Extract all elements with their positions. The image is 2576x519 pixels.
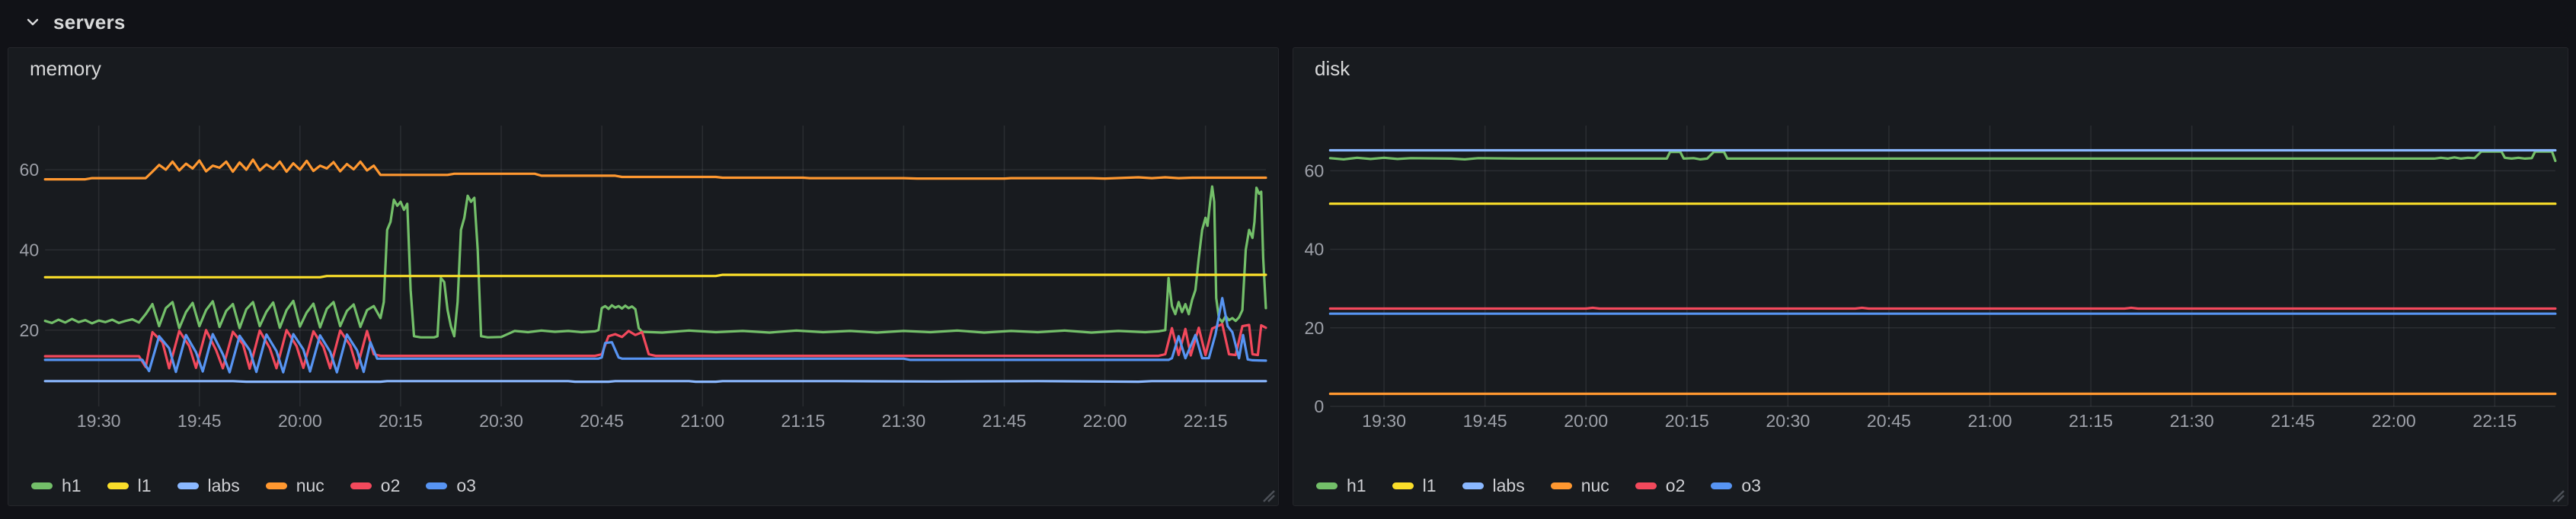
legend-item-o2[interactable]: o2 — [1635, 476, 1686, 496]
panel-disk: disk 19:30 19:45 20:00 20:15 20:30 20:45 21:00… — [1293, 47, 2568, 506]
svg-text:20:00: 20:00 — [1564, 411, 1608, 431]
legend-label: o3 — [1741, 476, 1761, 495]
svg-text:20: 20 — [1305, 318, 1325, 338]
legend-item-l1[interactable]: l1 — [1392, 476, 1437, 496]
svg-text:20:15: 20:15 — [379, 411, 423, 431]
svg-text:40: 40 — [19, 240, 39, 260]
legend-swatch-l1 — [1392, 482, 1414, 489]
disk-legend: h1 l1 labs nuc o2 o3 — [1316, 476, 1761, 496]
svg-text:22:00: 22:00 — [2372, 411, 2416, 431]
legend-swatch-o3 — [1711, 482, 1733, 489]
chevron-down-icon[interactable] — [23, 12, 43, 32]
panel-memory: memory 19:30 19:45 20:00 20:15 20:30 20:45 21:… — [8, 47, 1279, 506]
legend-item-labs[interactable]: labs — [177, 476, 240, 496]
legend-item-h1[interactable]: h1 — [31, 476, 81, 496]
legend-item-o3[interactable]: o3 — [426, 476, 476, 496]
svg-text:19:30: 19:30 — [77, 411, 121, 431]
legend-item-h1[interactable]: h1 — [1316, 476, 1366, 496]
legend-swatch-h1 — [1316, 482, 1338, 489]
row-title: servers — [53, 10, 126, 33]
legend-label: o3 — [456, 476, 476, 495]
svg-text:20:30: 20:30 — [1766, 411, 1810, 431]
svg-text:20:00: 20:00 — [278, 411, 322, 431]
legend-swatch-nuc — [1550, 482, 1572, 489]
legend-swatch-o2 — [1635, 482, 1657, 489]
svg-text:21:15: 21:15 — [781, 411, 825, 431]
svg-text:19:30: 19:30 — [1362, 411, 1406, 431]
svg-text:21:15: 21:15 — [2069, 411, 2113, 431]
svg-text:20:45: 20:45 — [580, 411, 624, 431]
legend-label: l1 — [1422, 476, 1437, 495]
legend-swatch-labs — [177, 482, 199, 489]
legend-label: o2 — [1665, 476, 1686, 495]
legend-item-l1[interactable]: l1 — [107, 476, 152, 496]
svg-text:22:15: 22:15 — [1184, 411, 1228, 431]
legend-swatch-h1 — [31, 482, 53, 489]
svg-text:21:45: 21:45 — [983, 411, 1027, 431]
legend-label: labs — [1492, 476, 1525, 495]
legend-item-labs[interactable]: labs — [1462, 476, 1525, 496]
legend-swatch-nuc — [265, 482, 287, 489]
legend-label: o2 — [380, 476, 401, 495]
svg-text:0: 0 — [1314, 396, 1324, 416]
resize-handle-icon[interactable] — [1258, 486, 1275, 502]
legend-swatch-labs — [1462, 482, 1484, 489]
legend-label: h1 — [62, 476, 81, 495]
panel-title-disk[interactable]: disk — [1315, 57, 1350, 80]
disk-chart[interactable]: 19:30 19:45 20:00 20:15 20:30 20:45 21:00 21:15… — [1293, 83, 2568, 472]
dashboard-row-servers[interactable]: servers — [0, 0, 126, 44]
svg-text:21:30: 21:30 — [2170, 411, 2214, 431]
legend-label: nuc — [296, 476, 324, 495]
memory-chart[interactable]: 19:30 19:45 20:00 20:15 20:30 20:45 21:00 21:15… — [8, 83, 1278, 472]
memory-legend: h1 l1 labs nuc o2 o3 — [31, 476, 476, 496]
legend-item-nuc[interactable]: nuc — [1550, 476, 1609, 496]
panel-title-memory[interactable]: memory — [30, 57, 101, 80]
svg-text:19:45: 19:45 — [1463, 411, 1507, 431]
legend-label: h1 — [1347, 476, 1366, 495]
svg-text:20:15: 20:15 — [1665, 411, 1709, 431]
legend-swatch-o2 — [350, 482, 372, 489]
svg-text:21:45: 21:45 — [2271, 411, 2315, 431]
svg-text:60: 60 — [1305, 161, 1325, 180]
svg-text:60: 60 — [19, 160, 39, 180]
svg-text:40: 40 — [1305, 240, 1325, 260]
svg-text:21:00: 21:00 — [680, 411, 724, 431]
legend-label: nuc — [1580, 476, 1609, 495]
legend-swatch-l1 — [107, 482, 129, 489]
resize-handle-icon[interactable] — [2548, 486, 2565, 502]
legend-label: l1 — [137, 476, 152, 495]
svg-text:21:30: 21:30 — [882, 411, 926, 431]
svg-text:22:15: 22:15 — [2472, 411, 2517, 431]
svg-text:20:30: 20:30 — [479, 411, 523, 431]
legend-swatch-o3 — [426, 482, 448, 489]
svg-text:20:45: 20:45 — [1867, 411, 1911, 431]
legend-label: labs — [207, 476, 240, 495]
svg-text:19:45: 19:45 — [177, 411, 222, 431]
svg-text:22:00: 22:00 — [1083, 411, 1127, 431]
legend-item-nuc[interactable]: nuc — [265, 476, 324, 496]
svg-text:21:00: 21:00 — [1967, 411, 2012, 431]
legend-item-o3[interactable]: o3 — [1711, 476, 1761, 496]
svg-text:20: 20 — [19, 320, 39, 340]
legend-item-o2[interactable]: o2 — [350, 476, 401, 496]
